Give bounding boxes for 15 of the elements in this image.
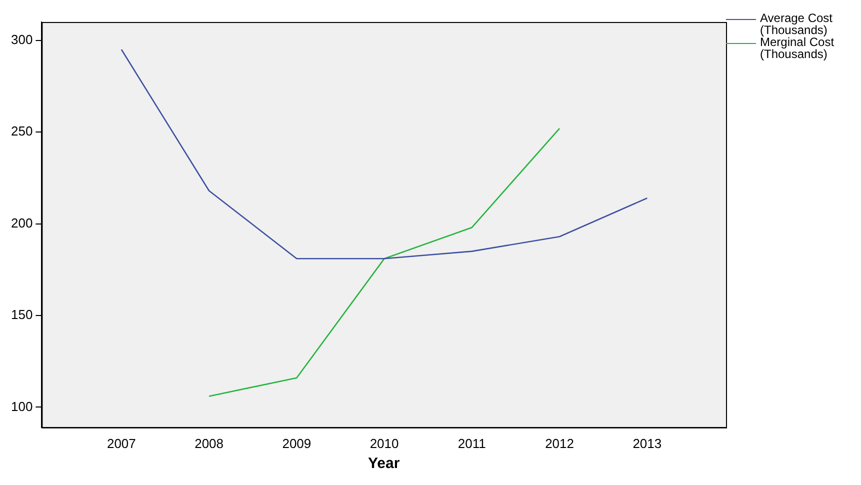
x-tick-label: 2007 xyxy=(106,436,136,451)
x-tick-label: 2010 xyxy=(370,436,399,451)
x-axis-title: Year xyxy=(368,455,400,472)
x-tick-label: 2008 xyxy=(194,436,224,451)
y-tick-label: 250 xyxy=(10,124,33,139)
x-tick-label: 2013 xyxy=(632,436,662,451)
x-tick-label: 2011 xyxy=(458,436,486,451)
x-tick-label: 2012 xyxy=(545,436,574,451)
y-tick-label: 200 xyxy=(10,215,33,230)
y-tick-label: 300 xyxy=(10,32,33,47)
x-tick-label: 2009 xyxy=(282,436,312,451)
legend-label: Average Cost (Thousands) xyxy=(760,11,834,37)
legend-label: Merginal Cost (Thousands) xyxy=(760,35,836,61)
y-tick-label: 150 xyxy=(10,307,33,322)
y-tick-label: 100 xyxy=(10,398,33,414)
